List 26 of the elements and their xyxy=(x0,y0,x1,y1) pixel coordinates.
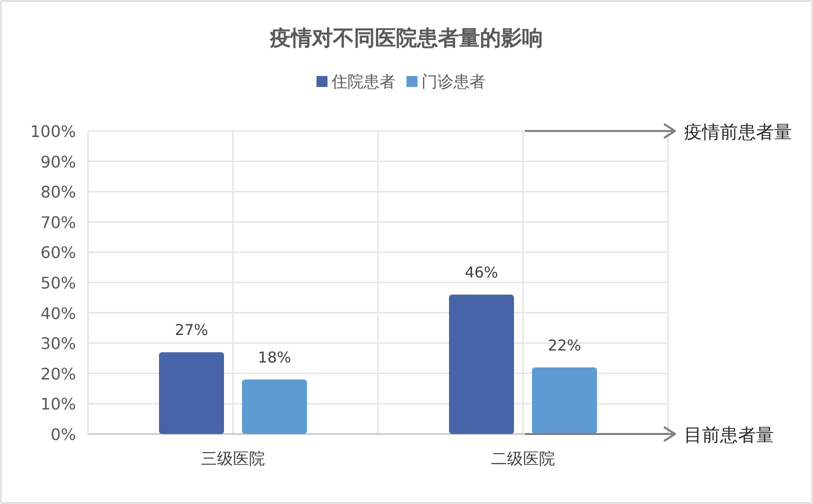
y-tick-label: 100% xyxy=(30,122,76,141)
y-tick-label: 90% xyxy=(40,152,76,172)
bar xyxy=(532,367,597,434)
y-tick-label: 30% xyxy=(40,334,76,354)
text: 46% xyxy=(464,264,498,282)
bar xyxy=(159,352,224,434)
y-tick-label: 80% xyxy=(40,182,76,202)
legend-label: 住院患者 xyxy=(330,72,396,91)
text: 18% xyxy=(258,348,292,366)
ref-line-label: 目前患者量 xyxy=(684,425,774,446)
legend-label: 门诊患者 xyxy=(422,72,486,91)
y-tick-label: 40% xyxy=(40,304,76,323)
chart-title: 疫情对不同医院患者量的影响 xyxy=(269,26,543,50)
ref-line-label: 疫情前患者量 xyxy=(684,122,792,143)
y-tick-label: 0% xyxy=(50,425,76,444)
bar xyxy=(242,379,307,434)
x-tick-label: 二级医院 xyxy=(491,449,555,468)
y-tick-label: 60% xyxy=(40,243,76,262)
y-tick-label: 50% xyxy=(40,274,76,292)
x-tick-label: 三级医院 xyxy=(201,449,265,468)
y-tick-label: 20% xyxy=(40,364,76,384)
text: 22% xyxy=(548,336,582,354)
y-tick-label: 70% xyxy=(40,212,76,232)
y-tick-label: 10% xyxy=(40,394,76,414)
text: 27% xyxy=(174,321,208,340)
bar xyxy=(449,294,514,434)
